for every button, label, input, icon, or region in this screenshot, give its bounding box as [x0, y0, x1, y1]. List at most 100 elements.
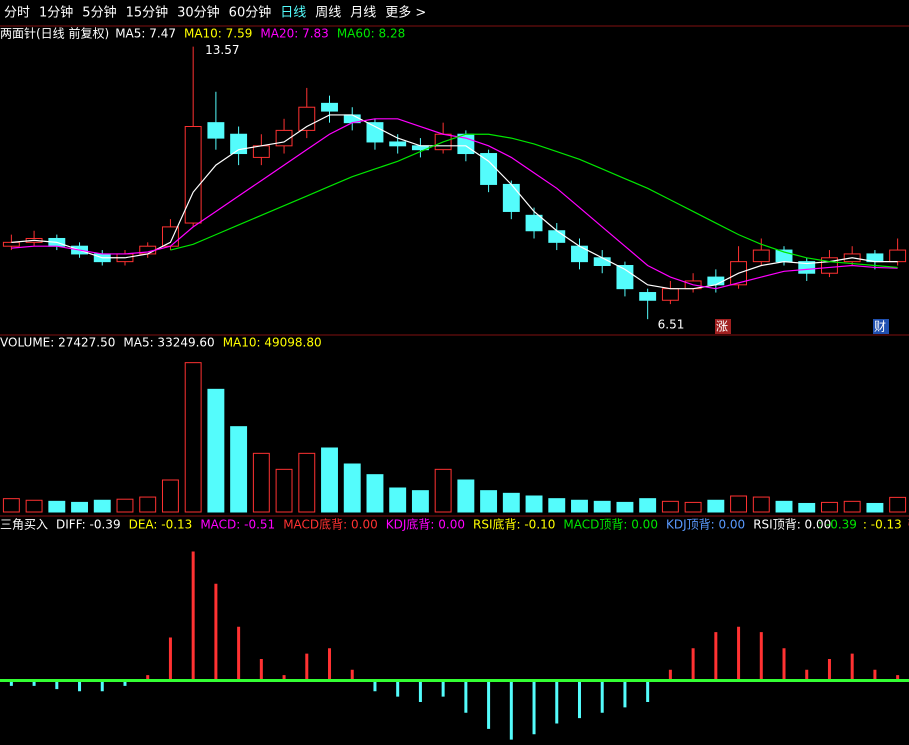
toolbar-tab[interactable]: 60分钟: [229, 5, 272, 21]
toolbar-tab[interactable]: 更多 >: [385, 5, 426, 21]
volume-bar: [25, 499, 43, 513]
toolbar-tab[interactable]: 30分钟: [177, 5, 220, 21]
macd-bar: [55, 680, 59, 690]
candle-body: [366, 122, 384, 143]
macd-bar: [896, 675, 900, 681]
event-marker-bg: [873, 319, 889, 334]
macd-bar: [850, 653, 854, 681]
macd-bar: [350, 669, 354, 681]
volume-bar: [616, 501, 634, 513]
macd-bar: [418, 680, 422, 702]
legend-entry: DIFF: -0.39: [56, 518, 121, 532]
candle-body: [548, 230, 566, 243]
candle-body: [798, 261, 816, 274]
low-label: 6.51: [658, 318, 685, 332]
toolbar-tab[interactable]: 月线: [350, 6, 376, 21]
volume-bar: [821, 501, 838, 513]
high-label: 13.57: [205, 43, 239, 57]
candle-body: [707, 276, 725, 286]
macd-bar: [805, 669, 809, 681]
legend-entry: : -0.39: [818, 518, 857, 532]
ma-line: [11, 118, 898, 290]
volume-bar: [730, 495, 748, 513]
legend-entry: MA60: 8.28: [337, 27, 405, 41]
macd-bar: [464, 680, 468, 713]
macd-bar: [555, 680, 559, 724]
toolbar-tab[interactable]: 5分钟: [82, 5, 116, 21]
chart-title: 两面针(日线 前复权): [0, 26, 109, 41]
volume-bar: [548, 498, 566, 513]
volume-bar: [866, 502, 884, 513]
volume-bar: [298, 452, 316, 513]
volume-bar: [366, 474, 384, 513]
volume-bar: [889, 496, 907, 513]
volume-bar: [116, 498, 134, 513]
volume-bar: [502, 492, 520, 513]
legend-entry: RSI底背: -0.10: [473, 517, 555, 532]
toolbar-tab[interactable]: 1分钟: [39, 5, 73, 21]
macd-bar: [759, 632, 763, 681]
candle-body: [525, 214, 543, 232]
legend-entry: MA5: 7.47: [115, 27, 176, 41]
volume-bar: [230, 426, 248, 513]
legend-entry: DEA: -0.13: [129, 518, 193, 532]
legend-entry: MA20: 7.83: [260, 27, 328, 41]
legend-entry: 强: [908, 518, 909, 532]
macd-bar: [9, 680, 13, 686]
volume-bar: [184, 362, 202, 513]
volume-bar: [457, 479, 475, 513]
ma-line: [170, 133, 898, 269]
volume-bar: [48, 500, 66, 513]
macd-bar: [827, 659, 831, 681]
candle-body: [252, 145, 270, 158]
candle-body: [389, 141, 407, 147]
legend-entry: : -0.13: [863, 518, 902, 532]
toolbar-tab[interactable]: 分时: [4, 6, 30, 21]
toolbar-tab[interactable]: 15分钟: [126, 5, 169, 21]
macd-bar: [714, 632, 718, 681]
macd-bar: [78, 680, 82, 692]
candle-body: [661, 288, 679, 301]
volume-bar: [71, 501, 88, 513]
volume-bar: [275, 468, 293, 513]
macd-bar: [691, 648, 695, 681]
macd-bar: [123, 680, 127, 686]
macd-bar: [214, 583, 218, 681]
macd-bar: [191, 551, 195, 681]
candle-body: [321, 102, 338, 112]
macd-bar: [577, 680, 581, 719]
candle-body: [230, 133, 248, 155]
volume-bar: [2, 498, 20, 513]
candle-body: [593, 257, 611, 267]
toolbar-tab[interactable]: 日线: [280, 6, 306, 21]
macd-bar: [168, 637, 172, 681]
candle-body: [207, 122, 225, 139]
candle-body: [184, 126, 202, 224]
legend-entry: MA10: 49098.80: [223, 336, 322, 350]
candle-body: [2, 241, 20, 247]
volume-bar: [161, 479, 179, 513]
volume-bar: [343, 463, 361, 513]
macd-bar: [873, 669, 877, 681]
volume-bar: [434, 468, 452, 513]
volume-bar: [93, 499, 111, 513]
toolbar-tab[interactable]: 周线: [315, 6, 341, 21]
candle-body: [275, 129, 293, 147]
macd-bar: [328, 648, 332, 681]
volume-bar: [389, 487, 407, 513]
candle-body: [889, 249, 907, 263]
volume-bar: [775, 500, 793, 513]
macd-bar: [282, 675, 286, 681]
volume-bar: [593, 500, 611, 513]
macd-bar: [32, 680, 36, 686]
macd-bar: [532, 680, 536, 735]
volume-bar: [480, 490, 498, 513]
volume-bar: [207, 388, 225, 513]
legend-entry: MACD: -0.51: [200, 518, 275, 532]
volume-bar: [252, 452, 270, 513]
legend-entry: KDJ顶背: 0.00: [666, 518, 745, 532]
macd-bar: [487, 680, 491, 729]
event-marker: 涨: [716, 319, 728, 334]
macd-bar: [259, 659, 263, 681]
